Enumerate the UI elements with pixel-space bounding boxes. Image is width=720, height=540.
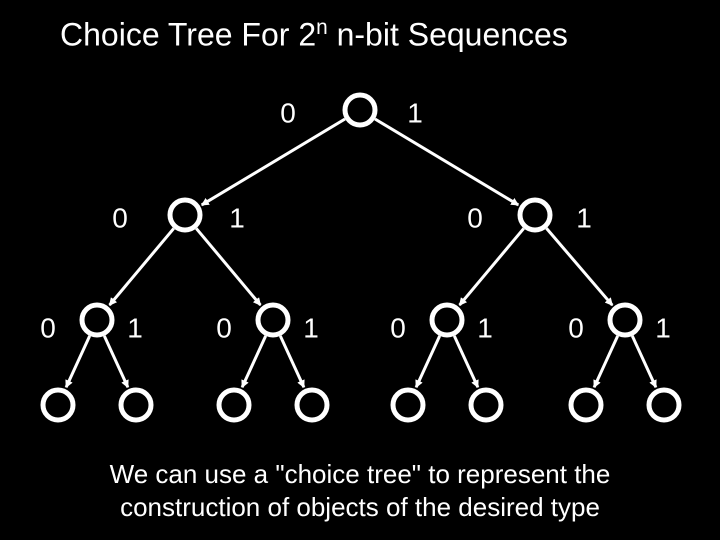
edge-label: 1	[407, 97, 423, 128]
tree-node	[393, 390, 423, 420]
tree-node	[43, 390, 73, 420]
tree-edge	[202, 119, 345, 205]
edge-label: 0	[112, 202, 128, 233]
tree-node	[170, 200, 200, 230]
tree-node	[219, 390, 249, 420]
tree-edge	[460, 228, 524, 305]
tree-node	[471, 390, 501, 420]
edge-label: 1	[477, 312, 493, 343]
edge-label: 1	[303, 312, 319, 343]
tree-edge	[375, 119, 518, 205]
tree-edge	[632, 336, 656, 387]
edge-label: 0	[390, 312, 406, 343]
tree-node	[258, 305, 288, 335]
tree-edge	[110, 228, 174, 305]
tree-edge	[546, 228, 612, 305]
tree-edge	[594, 336, 618, 387]
caption-text: We can use a "choice tree" to represent …	[0, 458, 720, 523]
tree-node	[520, 200, 550, 230]
tree-node	[82, 305, 112, 335]
edge-label: 1	[127, 312, 143, 343]
tree-edge	[242, 336, 266, 387]
caption-content: We can use a "choice tree" to represent …	[110, 459, 611, 522]
edge-label: 1	[229, 202, 245, 233]
tree-edge	[280, 336, 304, 387]
edge-label: 0	[568, 312, 584, 343]
tree-node	[610, 305, 640, 335]
tree-edge	[416, 336, 440, 387]
tree-edge	[104, 336, 128, 387]
edge-label: 0	[216, 312, 232, 343]
tree-node	[297, 390, 327, 420]
tree-edge	[196, 228, 260, 305]
tree-node	[432, 305, 462, 335]
edge-label: 1	[655, 312, 671, 343]
tree-edge	[454, 336, 478, 387]
tree-node	[121, 390, 151, 420]
edge-label: 1	[576, 202, 592, 233]
tree-edge	[66, 336, 90, 387]
edge-label: 0	[467, 202, 483, 233]
tree-node	[345, 95, 375, 125]
tree-node	[649, 390, 679, 420]
edge-label: 0	[280, 97, 296, 128]
tree-node	[571, 390, 601, 420]
edge-label: 0	[40, 312, 56, 343]
